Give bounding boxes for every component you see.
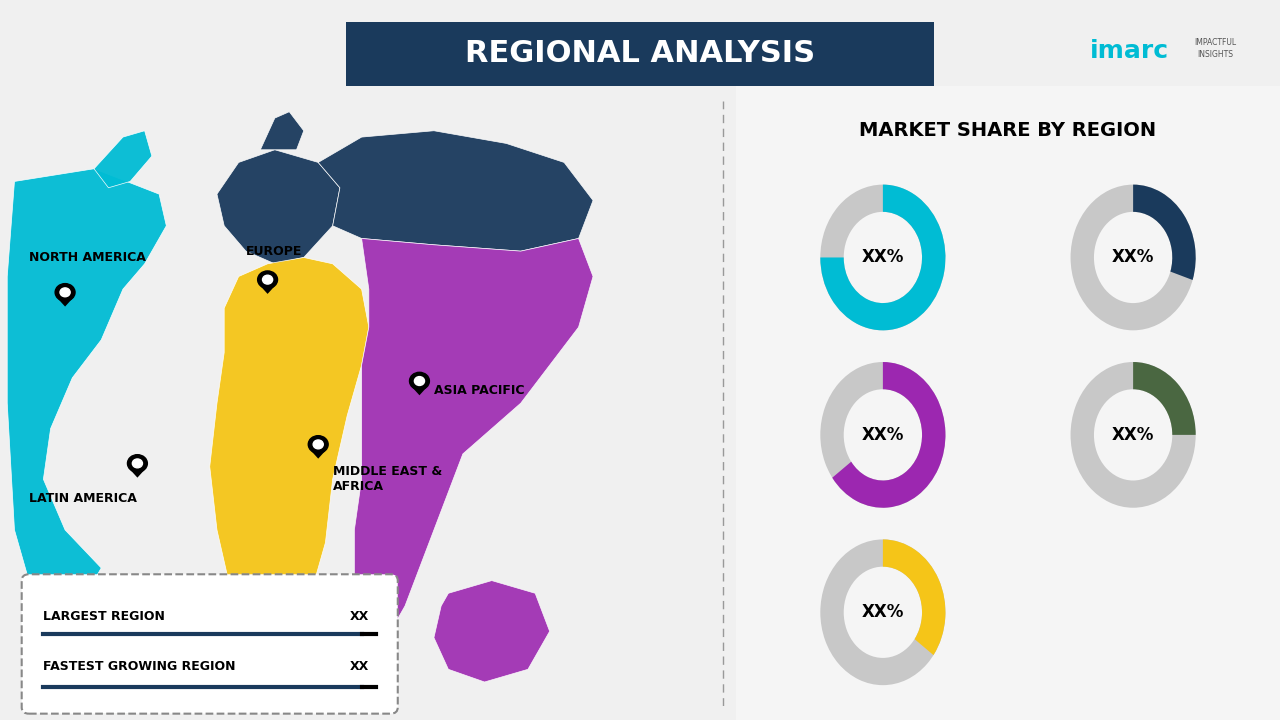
- Polygon shape: [72, 580, 159, 714]
- Text: IMPACTFUL
INSIGHTS: IMPACTFUL INSIGHTS: [1194, 38, 1236, 59]
- Polygon shape: [319, 131, 593, 251]
- Text: NORTH AMERICA: NORTH AMERICA: [29, 251, 146, 264]
- Text: XX%: XX%: [861, 603, 904, 621]
- Text: XX%: XX%: [861, 248, 904, 266]
- Circle shape: [257, 271, 278, 288]
- Polygon shape: [260, 286, 275, 294]
- Wedge shape: [1133, 362, 1196, 435]
- Text: ASIA PACIFIC: ASIA PACIFIC: [434, 384, 525, 397]
- Circle shape: [308, 436, 328, 453]
- Text: XX%: XX%: [1112, 426, 1155, 444]
- Polygon shape: [355, 238, 593, 644]
- Wedge shape: [1133, 184, 1196, 280]
- Text: XX: XX: [349, 660, 369, 673]
- Text: MIDDLE EAST &
AFRICA: MIDDLE EAST & AFRICA: [333, 465, 442, 493]
- Polygon shape: [210, 258, 369, 644]
- Circle shape: [415, 377, 425, 385]
- Text: XX: XX: [349, 610, 369, 623]
- Wedge shape: [1070, 184, 1196, 330]
- Text: LARGEST REGION: LARGEST REGION: [44, 610, 165, 623]
- Polygon shape: [412, 387, 426, 395]
- Polygon shape: [131, 469, 145, 477]
- FancyBboxPatch shape: [22, 575, 398, 714]
- Wedge shape: [820, 184, 946, 330]
- Wedge shape: [820, 184, 946, 330]
- Circle shape: [55, 284, 76, 301]
- Wedge shape: [883, 539, 946, 655]
- Circle shape: [128, 455, 147, 472]
- Circle shape: [410, 372, 429, 390]
- Text: LATIN AMERICA: LATIN AMERICA: [29, 492, 137, 505]
- Text: imarc: imarc: [1089, 39, 1169, 63]
- Text: XX%: XX%: [1112, 248, 1155, 266]
- Polygon shape: [434, 580, 549, 682]
- Polygon shape: [311, 451, 325, 459]
- Text: XX%: XX%: [861, 426, 904, 444]
- Text: REGIONAL ANALYSIS: REGIONAL ANALYSIS: [465, 40, 815, 68]
- Wedge shape: [820, 539, 946, 685]
- Polygon shape: [93, 131, 152, 188]
- Circle shape: [60, 288, 70, 297]
- Text: FASTEST GROWING REGION: FASTEST GROWING REGION: [44, 660, 236, 673]
- Wedge shape: [820, 362, 946, 508]
- Wedge shape: [1070, 362, 1196, 508]
- Circle shape: [132, 459, 142, 468]
- Polygon shape: [8, 168, 166, 606]
- Polygon shape: [58, 299, 72, 307]
- Text: EUROPE: EUROPE: [246, 245, 302, 258]
- Circle shape: [262, 275, 273, 284]
- Wedge shape: [832, 362, 946, 508]
- Circle shape: [314, 440, 324, 449]
- Text: MARKET SHARE BY REGION: MARKET SHARE BY REGION: [859, 121, 1157, 140]
- Polygon shape: [260, 112, 303, 150]
- Polygon shape: [216, 150, 340, 264]
